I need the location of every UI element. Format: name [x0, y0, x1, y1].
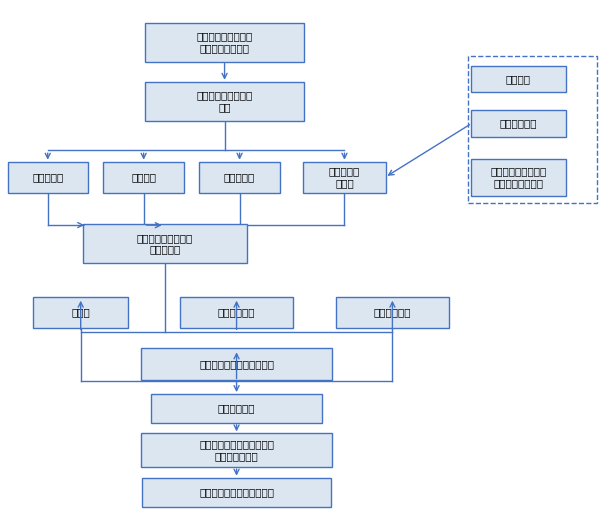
Text: 待修复传输图窗口的
均值、协方差矩阵: 待修复传输图窗口的 均值、协方差矩阵: [490, 166, 546, 188]
Text: 粉尘环境下的图像退化模型: 粉尘环境下的图像退化模型: [199, 359, 274, 369]
FancyBboxPatch shape: [151, 394, 322, 423]
Text: 归一化参数: 归一化参数: [224, 172, 255, 183]
FancyBboxPatch shape: [33, 297, 128, 328]
FancyBboxPatch shape: [8, 162, 88, 193]
Text: 单位矩阵: 单位矩阵: [131, 172, 156, 183]
FancyBboxPatch shape: [471, 66, 566, 92]
Text: 动态变化数据与初始静态数
据形成原位测量: 动态变化数据与初始静态数 据形成原位测量: [199, 439, 274, 461]
Text: 辐射通道长度: 辐射通道长度: [374, 308, 411, 317]
FancyBboxPatch shape: [145, 82, 304, 120]
FancyBboxPatch shape: [82, 224, 247, 263]
Text: 透射率: 透射率: [71, 308, 90, 317]
FancyBboxPatch shape: [142, 478, 331, 507]
FancyBboxPatch shape: [103, 162, 184, 193]
FancyBboxPatch shape: [141, 433, 332, 467]
FancyBboxPatch shape: [471, 159, 566, 195]
Text: 粉尘质量浓度: 粉尘质量浓度: [218, 403, 255, 414]
Text: 选取相似性度量分割
图像: 选取相似性度量分割 图像: [197, 90, 253, 112]
FancyBboxPatch shape: [145, 23, 304, 62]
Text: 获得粉尘的分布及运动规律: 获得粉尘的分布及运动规律: [199, 487, 274, 497]
FancyBboxPatch shape: [336, 297, 449, 328]
FancyBboxPatch shape: [141, 348, 332, 380]
Text: 单位矩阵: 单位矩阵: [506, 74, 531, 84]
Text: 退化图像局部小方块
得到粗略传输图像: 退化图像局部小方块 得到粗略传输图像: [197, 32, 253, 53]
Text: 最小化以上约束构成
的能量方程: 最小化以上约束构成 的能量方程: [137, 233, 193, 254]
Text: 质量消光系数: 质量消光系数: [218, 308, 255, 317]
FancyBboxPatch shape: [200, 162, 280, 193]
FancyBboxPatch shape: [180, 297, 293, 328]
FancyBboxPatch shape: [471, 110, 566, 136]
Text: 克罗内克函数: 克罗内克函数: [500, 118, 537, 128]
FancyBboxPatch shape: [302, 162, 386, 193]
Text: 粗糙传输图: 粗糙传输图: [32, 172, 64, 183]
Text: 拉普拉斯修
补矩阵: 拉普拉斯修 补矩阵: [329, 166, 360, 188]
